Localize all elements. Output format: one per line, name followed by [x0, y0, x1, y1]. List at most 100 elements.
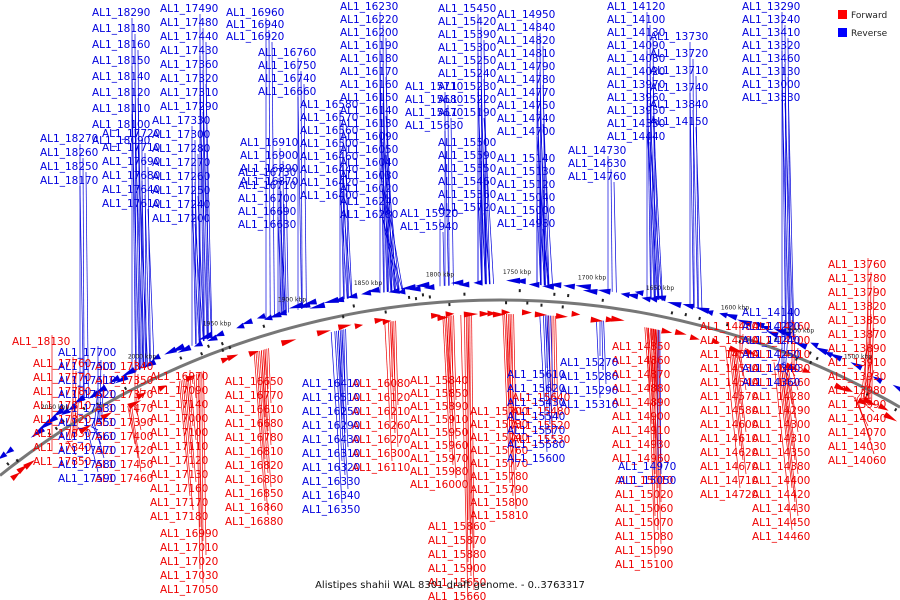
gene-label[interactable]: AL1_17610	[102, 198, 160, 210]
reverse-gene-arrow[interactable]	[346, 292, 359, 309]
gene-label[interactable]: AL1_16780	[225, 432, 283, 444]
gene-label[interactable]: AL1_17020	[160, 556, 218, 568]
forward-gene-arrow[interactable]	[571, 310, 581, 318]
gene-label[interactable]: AL1_16230	[340, 1, 398, 13]
gene-label[interactable]: AL1_15740	[470, 432, 528, 444]
gene-label[interactable]: AL1_16820	[225, 460, 283, 472]
gene-label[interactable]: AL1_13710	[650, 65, 708, 77]
gene-label[interactable]: AL1_16150	[340, 92, 398, 104]
gene-label[interactable]: AL1_14420	[752, 489, 810, 501]
gene-label[interactable]: AL1_15530	[512, 434, 570, 446]
gene-label[interactable]: AL1_16810	[225, 446, 283, 458]
reverse-gene-arrow[interactable]	[107, 374, 121, 386]
gene-label[interactable]: AL1_14530	[700, 363, 758, 375]
reverse-gene-arrow[interactable]	[59, 407, 71, 418]
gene-label[interactable]: AL1_18270	[40, 133, 98, 145]
reverse-gene-arrow[interactable]	[780, 329, 792, 338]
gene-label[interactable]: AL1_16650	[225, 376, 283, 388]
gene-label[interactable]: AL1_15680	[405, 94, 463, 106]
gene-label[interactable]: AL1_14060	[828, 455, 886, 467]
gene-label[interactable]: AL1_15880	[428, 549, 486, 561]
reverse-gene-arrow[interactable]	[151, 353, 161, 363]
gene-label[interactable]: AL1_14330	[607, 118, 665, 130]
reverse-gene-arrow[interactable]	[806, 340, 819, 356]
gene-label[interactable]: AL1_16410	[302, 378, 360, 390]
gene-label[interactable]: AL1_15570	[507, 425, 565, 437]
forward-gene-arrow[interactable]	[590, 316, 604, 324]
gene-label[interactable]: AL1_14240	[742, 335, 800, 347]
reverse-gene-arrow[interactable]	[654, 293, 667, 302]
gene-label[interactable]: AL1_16300	[352, 448, 410, 460]
reverse-gene-arrow[interactable]	[169, 343, 189, 362]
reverse-gene-arrow[interactable]	[197, 331, 216, 350]
gene-label[interactable]: AL1_16050	[340, 144, 398, 156]
reverse-gene-arrow[interactable]	[763, 328, 779, 345]
gene-label[interactable]: AL1_14160	[752, 321, 810, 333]
gene-label[interactable]: AL1_15390	[438, 29, 496, 41]
gene-label[interactable]: AL1_17030	[160, 570, 218, 582]
gene-label[interactable]: AL1_16030	[340, 170, 398, 182]
forward-gene-arrow[interactable]	[100, 410, 114, 421]
gene-label[interactable]: AL1_14540	[700, 377, 758, 389]
gene-label[interactable]: AL1_14760	[568, 171, 626, 183]
gene-label[interactable]: AL1_14080	[607, 53, 665, 65]
forward-gene-arrow[interactable]	[354, 322, 364, 330]
gene-label[interactable]: AL1_16320	[302, 462, 360, 474]
forward-gene-arrow[interactable]	[336, 314, 352, 331]
gene-label[interactable]: AL1_13240	[742, 14, 800, 26]
gene-label[interactable]: AL1_18090	[92, 135, 150, 147]
gene-label[interactable]: AL1_15140	[497, 153, 555, 165]
gene-label[interactable]: AL1_16270	[352, 434, 410, 446]
gene-label[interactable]: AL1_13460	[742, 53, 800, 65]
gene-label[interactable]: AL1_17690	[102, 156, 160, 168]
gene-label[interactable]: AL1_17390	[95, 417, 153, 429]
gene-label[interactable]: AL1_16210	[352, 406, 410, 418]
reverse-gene-arrow[interactable]	[736, 317, 753, 327]
gene-label[interactable]: AL1_15250	[438, 55, 496, 67]
gene-label[interactable]: AL1_13840	[650, 99, 708, 111]
gene-label[interactable]: AL1_17820	[33, 414, 91, 426]
gene-label[interactable]: AL1_17450	[95, 459, 153, 471]
gene-label[interactable]: AL1_16660	[258, 86, 316, 98]
gene-label[interactable]: AL1_14480	[700, 321, 758, 333]
gene-label[interactable]: AL1_17000	[150, 413, 208, 425]
reverse-gene-arrow[interactable]	[400, 284, 417, 300]
gene-label[interactable]: AL1_14670	[700, 461, 758, 473]
reverse-gene-arrow[interactable]	[720, 311, 738, 328]
gene-label[interactable]: AL1_15420	[438, 16, 496, 28]
reverse-gene-arrow[interactable]	[4, 446, 15, 456]
gene-label[interactable]: AL1_16680	[225, 418, 283, 430]
gene-label[interactable]: AL1_15520	[512, 420, 570, 432]
reverse-gene-arrow[interactable]	[309, 302, 326, 311]
reverse-gene-arrow[interactable]	[505, 277, 521, 284]
gene-label[interactable]: AL1_17370	[95, 389, 153, 401]
gene-label[interactable]: AL1_15060	[615, 503, 673, 515]
forward-gene-arrow[interactable]	[689, 334, 701, 342]
gene-label[interactable]: AL1_16220	[340, 14, 398, 26]
gene-label[interactable]: AL1_15840	[410, 375, 468, 387]
forward-gene-arrow[interactable]	[78, 422, 93, 435]
reverse-gene-arrow[interactable]	[473, 279, 483, 286]
reverse-gene-arrow[interactable]	[93, 384, 108, 397]
gene-label[interactable]: AL1_17460	[95, 473, 153, 485]
gene-label[interactable]: AL1_14900	[612, 411, 670, 423]
gene-label[interactable]: AL1_15770	[470, 458, 528, 470]
gene-label[interactable]: AL1_16250	[302, 406, 360, 418]
reverse-gene-arrow[interactable]	[0, 451, 12, 468]
gene-label[interactable]: AL1_17280	[152, 143, 210, 155]
forward-gene-arrow[interactable]	[430, 312, 441, 319]
gene-label[interactable]: AL1_17850	[33, 456, 91, 468]
gene-label[interactable]: AL1_16440	[300, 164, 358, 176]
gene-label[interactable]: AL1_17140	[150, 399, 208, 411]
gene-label[interactable]: AL1_17120	[150, 455, 208, 467]
gene-label[interactable]: AL1_15670	[405, 107, 463, 119]
gene-label[interactable]: AL1_13850	[828, 315, 886, 327]
gene-label[interactable]: AL1_16310	[302, 448, 360, 460]
gene-label[interactable]: AL1_14720	[700, 489, 758, 501]
gene-label[interactable]: AL1_15120	[497, 179, 555, 191]
gene-label[interactable]: AL1_15280	[560, 371, 618, 383]
reverse-gene-arrow[interactable]	[67, 403, 78, 413]
gene-label[interactable]: AL1_18140	[92, 71, 150, 83]
reverse-gene-arrow[interactable]	[44, 414, 63, 433]
gene-label[interactable]: AL1_16740	[258, 73, 316, 85]
